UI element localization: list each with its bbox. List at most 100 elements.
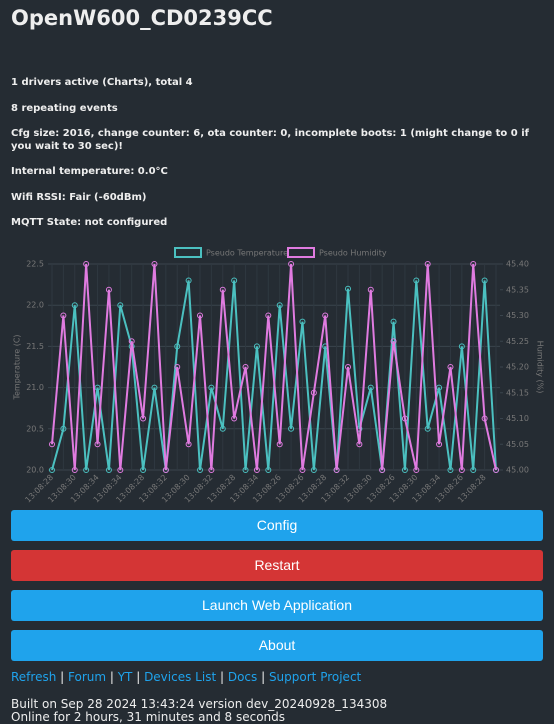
- link[interactable]: Refresh: [11, 670, 57, 684]
- point: [94, 441, 101, 448]
- legend-swatch: [287, 247, 315, 258]
- point: [174, 364, 181, 370]
- config-button[interactable]: Config: [11, 510, 543, 541]
- point: [60, 425, 67, 432]
- point: [242, 364, 249, 370]
- point: [493, 467, 499, 473]
- point: [356, 441, 363, 448]
- y2-tick-label: 45.05: [506, 440, 529, 449]
- point: [345, 285, 351, 292]
- point: [197, 467, 203, 473]
- separator: |: [132, 670, 145, 684]
- point: [345, 364, 351, 370]
- footer-line: Built on Sep 28 2024 13:43:24 version de…: [11, 697, 388, 711]
- y-tick-label: 21.5: [26, 342, 44, 351]
- y2-tick-label: 45.40: [506, 260, 529, 269]
- point: [470, 261, 477, 267]
- point: [162, 467, 169, 473]
- point: [447, 467, 454, 473]
- point: [208, 467, 215, 473]
- point: [265, 312, 272, 319]
- point: [60, 312, 67, 319]
- point: [140, 415, 147, 422]
- point: [424, 425, 431, 432]
- separator: |: [216, 670, 228, 684]
- point: [49, 467, 55, 473]
- point: [470, 467, 477, 473]
- point: [458, 467, 465, 473]
- point: [231, 277, 238, 284]
- y-tick-label: 20.5: [26, 424, 44, 433]
- y-tick-label: 22.5: [26, 260, 44, 269]
- point: [436, 384, 443, 391]
- point: [197, 312, 203, 319]
- point: [401, 415, 408, 422]
- info-line: Internal temperature: 0.0°C: [11, 166, 168, 177]
- link[interactable]: Support Project: [268, 670, 362, 684]
- point: [299, 318, 306, 325]
- point: [436, 441, 443, 448]
- info-line: 1 drivers active (Charts), total 4: [11, 77, 193, 88]
- series-line: [51, 263, 497, 471]
- link[interactable]: Devices List: [144, 670, 217, 684]
- info-line: MQTT State: not configured: [11, 217, 168, 228]
- point: [447, 364, 454, 370]
- point: [71, 302, 78, 309]
- info-line: Wifi RSSI: Fair (-60dBm): [11, 192, 147, 203]
- point: [105, 467, 112, 473]
- point: [367, 286, 374, 293]
- y-tick-label: 22.0: [26, 301, 44, 310]
- separator: |: [56, 670, 68, 684]
- point: [288, 425, 295, 432]
- y2-tick-label: 45.25: [506, 337, 529, 346]
- y2-axis-title: Humidity (%): [536, 341, 545, 394]
- point: [83, 467, 90, 473]
- point: [401, 467, 408, 473]
- links: Refresh | Forum | YT | Devices List | Do…: [11, 670, 361, 684]
- point: [128, 338, 135, 345]
- footer-line: Online for 2 hours, 31 minutes and 8 sec…: [11, 710, 286, 724]
- point: [481, 415, 488, 422]
- launch-button[interactable]: Launch Web Application: [11, 590, 543, 621]
- point: [458, 343, 465, 350]
- point: [276, 441, 283, 448]
- y2-tick-label: 45.10: [506, 414, 529, 423]
- point: [94, 384, 101, 391]
- point: [105, 286, 112, 293]
- point: [390, 338, 397, 345]
- point: [310, 467, 317, 473]
- link[interactable]: YT: [117, 670, 133, 684]
- point: [367, 384, 374, 391]
- point: [219, 286, 226, 293]
- link[interactable]: Forum: [68, 670, 107, 684]
- y2-tick-label: 45.35: [506, 285, 529, 294]
- point: [242, 467, 249, 473]
- point: [83, 261, 90, 267]
- point: [117, 302, 124, 309]
- point: [231, 415, 238, 422]
- restart-button[interactable]: Restart: [11, 550, 543, 581]
- link[interactable]: Docs: [227, 670, 258, 684]
- info-line: Cfg size: 2016, change counter: 6, ota c…: [11, 128, 529, 152]
- y-axis-title: Temperature (C): [13, 334, 22, 400]
- point: [253, 343, 260, 350]
- point: [276, 302, 283, 309]
- y2-tick-label: 45.15: [506, 388, 529, 397]
- point: [174, 343, 181, 350]
- y-tick-label: 20.0: [26, 466, 44, 475]
- chart: 20.0 20.5 21.0 21.5 22.0 22.5 45.00 45.05 45.10 4…: [13, 247, 545, 505]
- point: [265, 467, 272, 473]
- y2-tick-label: 45.30: [506, 311, 529, 320]
- point: [481, 277, 488, 284]
- title: OpenW600_CD0239CC: [11, 6, 273, 30]
- legend-label: Pseudo Humidity: [319, 249, 387, 258]
- point: [413, 277, 420, 284]
- point: [322, 312, 329, 319]
- about-button[interactable]: About: [11, 630, 543, 661]
- point: [413, 467, 420, 473]
- point: [208, 384, 215, 391]
- point: [71, 467, 78, 473]
- point: [424, 261, 431, 267]
- legend-label: Pseudo Temperature: [206, 249, 288, 258]
